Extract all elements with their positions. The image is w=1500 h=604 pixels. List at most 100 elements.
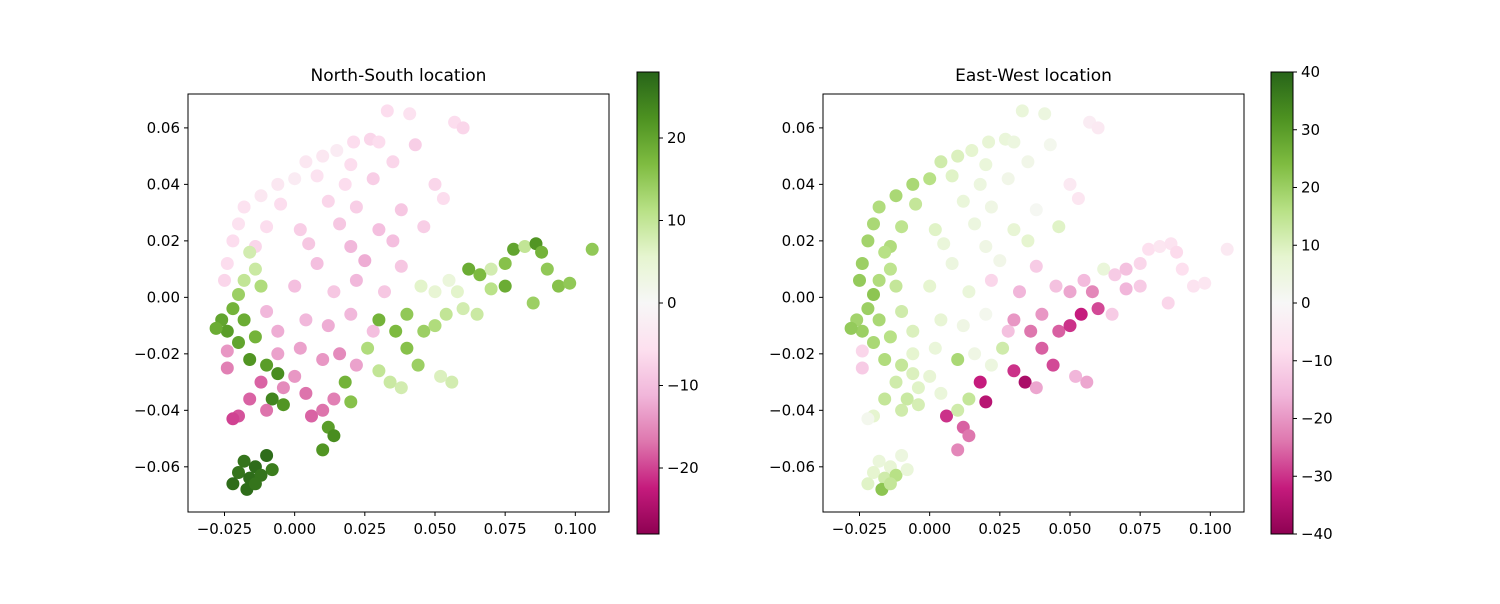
scatter-point bbox=[288, 172, 302, 186]
scatter-point bbox=[867, 336, 880, 349]
scatter-point bbox=[984, 200, 998, 214]
scatter-point bbox=[400, 307, 414, 321]
scatter-point bbox=[442, 273, 456, 287]
scatter-point bbox=[288, 279, 302, 293]
scatter-point bbox=[473, 268, 487, 282]
scatter-point bbox=[254, 189, 268, 203]
scatter-point bbox=[1080, 375, 1094, 389]
scatter-point bbox=[344, 395, 358, 409]
scatter-point bbox=[1007, 364, 1021, 378]
colorbar-tick-label: 40 bbox=[1301, 63, 1320, 81]
colorbar-tick-label: −30 bbox=[1301, 467, 1333, 485]
y-tick-label: 0.06 bbox=[147, 119, 180, 137]
scatter-point bbox=[540, 262, 554, 276]
scatter-point bbox=[895, 449, 909, 462]
scatter-point bbox=[895, 305, 909, 318]
scatter-point bbox=[1015, 104, 1029, 118]
scatter-point bbox=[1035, 341, 1049, 355]
scatter-point bbox=[232, 336, 245, 349]
scatter-point bbox=[1007, 135, 1021, 149]
colorbar-tick-label: −40 bbox=[1301, 525, 1333, 543]
scatter-point bbox=[428, 285, 442, 299]
scatter-point bbox=[1187, 279, 1200, 293]
scatter-point bbox=[968, 347, 982, 361]
scatter-point bbox=[1097, 262, 1111, 276]
scatter-point bbox=[861, 477, 875, 491]
scatter-point bbox=[1021, 155, 1035, 169]
scatter-point bbox=[895, 403, 909, 417]
scatter-point bbox=[1007, 223, 1021, 237]
scatter-point bbox=[243, 353, 257, 366]
x-tick-label: 0.025 bbox=[343, 520, 386, 538]
scatter-point bbox=[1220, 242, 1234, 256]
scatter-point bbox=[220, 324, 234, 338]
scatter-point bbox=[1091, 121, 1105, 135]
scatter-point bbox=[1071, 192, 1085, 205]
scatter-point bbox=[347, 135, 361, 149]
scatter-point bbox=[1001, 172, 1015, 186]
y-tick-label: −0.04 bbox=[134, 401, 180, 419]
colorbar-tick-label: 0 bbox=[1301, 294, 1311, 312]
scatter-point bbox=[872, 454, 886, 468]
scatter-point bbox=[271, 367, 285, 381]
colorbar-tick-label: 20 bbox=[667, 129, 686, 147]
scatter-point bbox=[867, 466, 880, 479]
scatter-point bbox=[254, 279, 268, 293]
scatter-point bbox=[321, 194, 335, 208]
scatter-point bbox=[552, 279, 565, 293]
scatter-point bbox=[911, 398, 925, 412]
scatter-point bbox=[271, 347, 285, 361]
x-tick-label: 0.100 bbox=[554, 520, 597, 538]
scatter-point bbox=[909, 197, 923, 211]
x-tick-label: 0.025 bbox=[978, 520, 1021, 538]
scatter-point bbox=[226, 234, 240, 248]
scatter-point bbox=[220, 257, 234, 270]
scatter-point bbox=[526, 296, 540, 310]
scatter-point bbox=[923, 369, 937, 383]
scatter-point bbox=[445, 375, 459, 389]
scatter-point bbox=[456, 121, 470, 135]
scatter-point bbox=[973, 177, 987, 191]
scatter-point bbox=[878, 392, 892, 406]
colorbar bbox=[1270, 71, 1294, 535]
scatter-point bbox=[928, 223, 942, 237]
scatter-point bbox=[248, 330, 262, 344]
scatter-point bbox=[276, 381, 290, 395]
scatter-point bbox=[951, 353, 965, 366]
scatter-point bbox=[232, 288, 245, 301]
scatter-point bbox=[260, 449, 274, 462]
scatter-point bbox=[563, 276, 577, 290]
scatter-point bbox=[316, 403, 330, 417]
scatter-point bbox=[248, 477, 262, 491]
scatter-point bbox=[333, 347, 347, 361]
plot-frame bbox=[187, 93, 610, 513]
scatter-point bbox=[408, 138, 422, 152]
scatter-point bbox=[248, 262, 262, 276]
scatter-point bbox=[209, 321, 223, 335]
scatter-point bbox=[996, 341, 1010, 355]
scatter-point bbox=[274, 197, 288, 211]
scatter-point bbox=[883, 262, 897, 276]
scatter-point bbox=[1161, 296, 1175, 310]
scatter-point bbox=[1063, 177, 1077, 191]
scatter-point bbox=[265, 463, 279, 477]
scatter-point bbox=[400, 341, 414, 355]
scatter-point bbox=[327, 429, 341, 443]
scatter-point bbox=[428, 177, 442, 191]
scatter-point bbox=[883, 477, 897, 491]
scatter-point bbox=[470, 307, 484, 321]
scatter-point bbox=[434, 369, 448, 383]
scatter-point bbox=[984, 358, 998, 372]
scatter-point bbox=[299, 155, 313, 169]
scatter-point bbox=[1108, 268, 1122, 282]
scatter-point bbox=[237, 313, 251, 327]
x-tick-label: −0.025 bbox=[832, 520, 888, 538]
scatter-point bbox=[951, 403, 965, 417]
scatter-point bbox=[861, 412, 875, 426]
scatter-point bbox=[403, 107, 417, 121]
scatter-point bbox=[934, 313, 948, 327]
scatter-point bbox=[389, 324, 403, 338]
scatter-point bbox=[872, 313, 886, 327]
scatter-point bbox=[934, 155, 948, 169]
scatter-point bbox=[310, 257, 324, 270]
